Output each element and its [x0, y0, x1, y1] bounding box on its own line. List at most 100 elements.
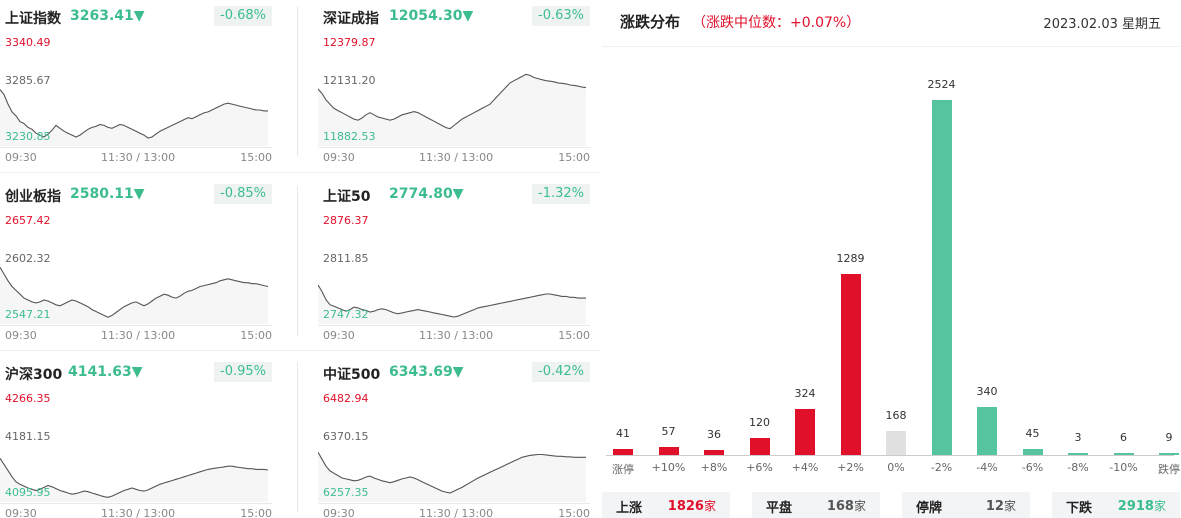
price-low-label: 2547.21 [5, 308, 51, 321]
intraday-chart [318, 284, 586, 324]
bar-value-label: 36 [707, 427, 721, 441]
index-price: 6343.69▼ [389, 364, 464, 380]
time-label: 09:30 [323, 507, 355, 518]
bar-value-label: 1289 [836, 251, 865, 265]
distribution-bar[interactable] [749, 438, 770, 455]
column-divider [297, 362, 298, 512]
index-name: 创业板指 [5, 189, 61, 205]
price-low-label: 11882.53 [323, 130, 376, 143]
summary-key: 下跌 [1066, 501, 1093, 516]
index-change-badge: -0.42% [532, 362, 590, 382]
bar-value-label: 2524 [927, 78, 956, 91]
distribution-bar[interactable] [1159, 453, 1179, 455]
intraday-chart [0, 267, 269, 324]
intraday-line [318, 73, 587, 130]
distribution-bar[interactable] [977, 407, 997, 455]
row-divider [0, 350, 600, 351]
distribution-bar[interactable] [613, 449, 633, 455]
time-label: 15:00 [558, 151, 590, 164]
distribution-bar[interactable] [704, 449, 724, 455]
distribution-bar[interactable] [840, 273, 861, 455]
price-mid-label: 12131.20 [323, 74, 376, 87]
median-change: （涨跌中位数：+0.07%） [692, 15, 861, 31]
bar-category-label: +10% [651, 461, 686, 474]
time-label: 11:30 / 13:00 [101, 151, 176, 164]
time-label: 15:00 [240, 507, 272, 518]
summary-box: 停牌 12家 [902, 492, 1030, 518]
distribution-bar[interactable] [795, 409, 815, 455]
intraday-line [0, 457, 269, 498]
chart-baseline [318, 325, 590, 326]
price-mid-label: 2811.85 [323, 252, 369, 265]
chart-baseline [0, 147, 272, 148]
trade-date: 2023.02.03 星期五 [1043, 17, 1161, 32]
bar-value-label: 45 [1025, 426, 1040, 440]
summary-value: 12家 [985, 499, 1016, 514]
index-price: 2774.80▼ [389, 186, 464, 202]
bar-value-label: 6 [1120, 431, 1127, 444]
summary-box: 上涨 1826家 [602, 492, 730, 518]
index-change-badge: -0.63% [532, 6, 590, 26]
index-panel[interactable]: 上证指数 3263.41▼ -0.68% 3340.49 3285.67 3230.85 0… [0, 0, 272, 168]
index-change-badge: -1.32% [532, 184, 590, 204]
bar-category-label: 涨停 [612, 463, 634, 476]
header-separator [602, 46, 1180, 47]
price-high-label: 6482.94 [323, 392, 369, 405]
bar-category-label: -2% [930, 461, 953, 474]
distribution-bar[interactable] [658, 446, 679, 455]
chart-baseline [0, 503, 272, 504]
index-panel[interactable]: 中证500 6343.69▼ -0.42% 6482.94 6370.15 6257.35… [318, 356, 590, 518]
intraday-line [0, 267, 269, 318]
price-mid-label: 6370.15 [323, 430, 369, 443]
index-name: 上证50 [323, 189, 371, 205]
intraday-area [0, 458, 268, 502]
price-high-label: 3340.49 [5, 36, 51, 49]
time-label: 09:30 [5, 329, 37, 342]
intraday-line [318, 451, 586, 494]
index-name: 深证成指 [323, 11, 379, 27]
distribution-bar[interactable] [1068, 453, 1088, 455]
time-label: 11:30 / 13:00 [419, 329, 494, 342]
bar-value-label: 324 [794, 387, 816, 401]
distribution-title: 涨跌分布 [620, 13, 681, 31]
time-label: 15:00 [558, 329, 590, 342]
bar-value-label: 120 [749, 416, 770, 430]
price-high-label: 2876.37 [323, 214, 369, 227]
summary-unit: 家 [853, 499, 866, 513]
price-low-label: 6257.35 [323, 486, 369, 499]
index-change-badge: -0.95% [214, 362, 272, 382]
intraday-area [318, 284, 586, 324]
price-high-label: 2657.42 [5, 214, 51, 227]
index-price: 2580.11▼ [70, 186, 145, 202]
bar-value-label: 168 [885, 409, 907, 423]
index-panel[interactable]: 深证成指 12054.30▼ -0.63% 12379.87 12131.20 11882… [318, 0, 590, 168]
bar-value-label: 340 [976, 385, 998, 399]
distribution-bar[interactable] [886, 431, 906, 455]
bar-category-label: -4% [976, 461, 998, 474]
distribution-bar[interactable] [1113, 453, 1134, 455]
index-price: 12054.30▼ [389, 8, 474, 24]
intraday-chart [318, 451, 586, 502]
price-low-label: 4095.95 [5, 486, 51, 499]
bar-value-label: 57 [661, 424, 676, 438]
bar-value-label: 41 [616, 427, 630, 441]
row-divider [0, 172, 600, 173]
price-high-label: 4266.35 [5, 392, 51, 405]
summary-unit: 家 [703, 499, 716, 513]
price-mid-label: 2602.32 [5, 252, 51, 265]
index-panel[interactable]: 上证50 2774.80▼ -1.32% 2876.37 2811.85 2747.32 0… [318, 178, 590, 346]
index-panel[interactable]: 创业板指 2580.11▼ -0.85% 2657.42 2602.32 2547.21 0… [0, 178, 272, 346]
time-label: 09:30 [5, 507, 37, 518]
distribution-bar[interactable] [1022, 448, 1043, 455]
intraday-chart [0, 457, 269, 502]
bar-category-label: 0% [887, 461, 905, 474]
distribution-axis-line [606, 455, 1174, 456]
summary-box: 下跌 2918家 [1052, 492, 1180, 518]
index-panel[interactable]: 沪深300 4141.63▼ -0.95% 4266.35 4181.15 4095.95… [0, 356, 272, 518]
bar-category-label: +6% [746, 461, 773, 474]
distribution-bar[interactable] [931, 100, 952, 455]
chart-baseline [318, 147, 590, 148]
bar-category-label: +8% [700, 461, 728, 474]
bar-value-label: 9 [1165, 431, 1173, 444]
summary-box: 平盘 168家 [752, 492, 880, 518]
